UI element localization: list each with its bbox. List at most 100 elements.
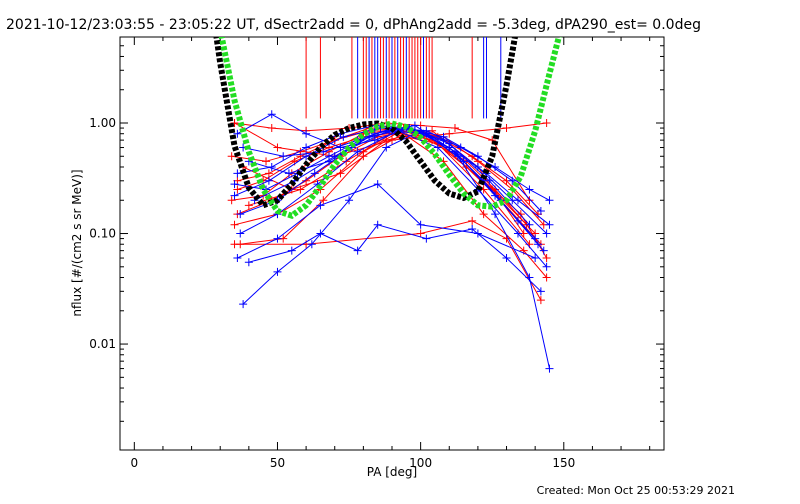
data-point <box>279 152 288 161</box>
data-point <box>542 273 551 282</box>
data-point <box>336 169 345 178</box>
data-point <box>373 220 382 229</box>
data-point <box>230 240 239 249</box>
data-point <box>468 216 477 225</box>
model-curve-green <box>218 37 562 220</box>
data-point <box>273 234 282 243</box>
data-point <box>516 210 525 219</box>
data-point <box>244 201 253 210</box>
data-point <box>233 169 242 178</box>
y-axis-label: nflux [#/(cm2 s sr MeV)] <box>70 169 84 316</box>
data-point <box>273 267 282 276</box>
data-point <box>353 246 362 255</box>
data-point <box>531 254 540 263</box>
data-point <box>542 229 551 238</box>
data-point <box>264 169 273 178</box>
data-point <box>416 220 425 229</box>
data-point <box>233 254 242 263</box>
series-line <box>248 224 542 292</box>
x-tick-label: 100 <box>409 456 432 470</box>
data-point <box>373 180 382 189</box>
data-point <box>491 210 500 219</box>
data-point <box>502 254 511 263</box>
data-point <box>542 262 551 271</box>
data-point <box>236 210 245 219</box>
y-tick-label: 0.01 <box>89 337 116 351</box>
top-lines-layer <box>305 37 502 119</box>
x-tick-label: 150 <box>552 456 575 470</box>
data-point <box>513 196 522 205</box>
data-point <box>264 176 273 185</box>
data-point <box>316 201 325 210</box>
created-timestamp: Created: Mon Oct 25 00:53:29 2021 <box>537 484 735 497</box>
series-layer <box>227 110 554 373</box>
data-point <box>542 119 551 128</box>
data-point <box>479 210 488 219</box>
data-point <box>284 169 293 178</box>
y-tick-label: 1.00 <box>89 116 116 130</box>
data-point <box>545 196 554 205</box>
data-point <box>307 240 316 249</box>
data-point <box>353 147 362 156</box>
data-point <box>450 147 459 156</box>
data-point <box>525 220 534 229</box>
data-point <box>230 220 239 229</box>
series-line <box>242 130 550 369</box>
data-point <box>330 152 339 161</box>
data-point <box>542 254 551 263</box>
data-point <box>439 132 448 141</box>
data-point <box>273 143 282 152</box>
data-point <box>262 157 271 166</box>
data-point <box>230 180 239 189</box>
model-layer <box>213 37 562 220</box>
data-point <box>536 287 545 296</box>
data-point <box>485 176 494 185</box>
data-point <box>267 124 276 133</box>
data-point <box>239 300 248 309</box>
data-point <box>422 234 431 243</box>
data-point <box>233 129 242 138</box>
data-point <box>539 246 548 255</box>
data-point <box>345 196 354 205</box>
data-point <box>410 121 419 130</box>
data-point <box>287 246 296 255</box>
data-point <box>233 185 242 194</box>
data-point <box>468 224 477 233</box>
data-point <box>433 143 442 152</box>
data-point <box>531 234 540 243</box>
data-point <box>302 143 311 152</box>
x-tick-label: 50 <box>270 456 285 470</box>
data-point <box>316 229 325 238</box>
data-point <box>267 110 276 119</box>
data-point <box>227 152 236 161</box>
data-point <box>491 191 500 200</box>
chart-title: 2021-10-12/23:03:55 - 23:05:22 UT, dSect… <box>6 17 701 33</box>
series-line <box>234 220 542 301</box>
data-point <box>445 129 454 138</box>
data-point <box>513 229 522 238</box>
data-point <box>536 206 545 215</box>
data-point <box>319 196 328 205</box>
data-point <box>244 258 253 267</box>
data-point <box>545 364 554 373</box>
data-point <box>416 229 425 238</box>
data-point <box>536 296 545 305</box>
y-tick-label: 0.10 <box>89 227 116 241</box>
data-point <box>502 124 511 133</box>
data-point <box>230 191 239 200</box>
x-tick-label: 0 <box>130 456 138 470</box>
data-point <box>296 185 305 194</box>
data-point <box>370 129 379 138</box>
data-point <box>508 176 517 185</box>
data-point <box>473 229 482 238</box>
data-point <box>227 196 236 205</box>
data-point <box>445 139 454 148</box>
data-point <box>525 185 534 194</box>
data-point <box>382 143 391 152</box>
data-point <box>545 220 554 229</box>
data-point <box>450 124 459 133</box>
data-point <box>534 240 543 249</box>
axes-layer: 0 50 100 150 0.01 0.10 1.00 <box>89 36 664 470</box>
